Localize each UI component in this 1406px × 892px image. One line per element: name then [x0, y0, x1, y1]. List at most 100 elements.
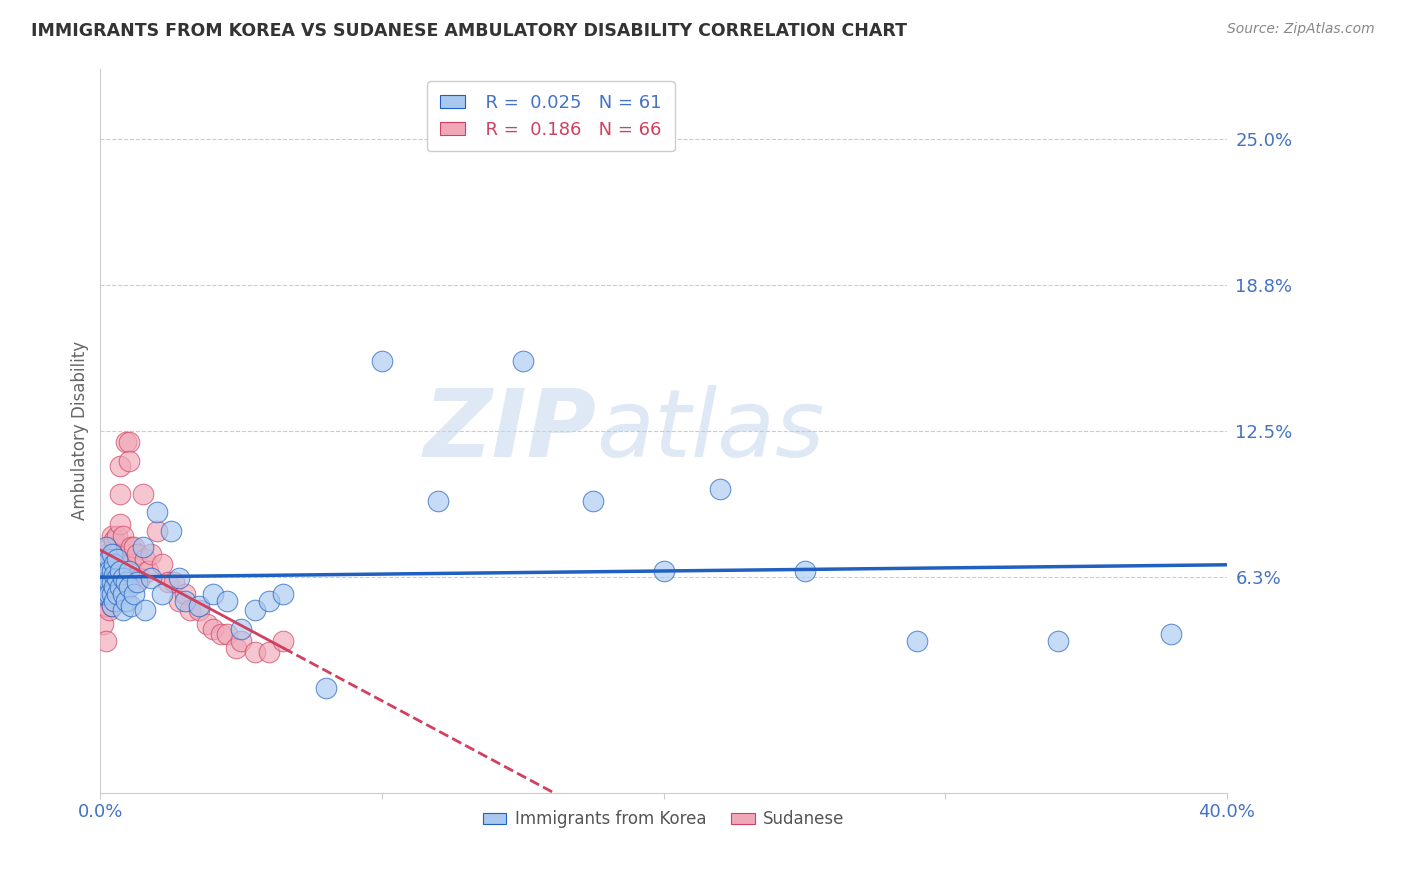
- Text: atlas: atlas: [596, 385, 824, 476]
- Point: [167, 571, 190, 585]
- Point: [117, 571, 139, 585]
- Point: [245, 603, 267, 617]
- Point: [173, 587, 195, 601]
- Point: [120, 557, 142, 571]
- Point: [136, 564, 159, 578]
- Point: [111, 580, 134, 594]
- Point: [103, 552, 125, 566]
- Point: [97, 603, 120, 617]
- Point: [114, 575, 136, 590]
- Point: [100, 599, 122, 613]
- Point: [108, 458, 131, 473]
- Point: [905, 633, 928, 648]
- Point: [111, 529, 134, 543]
- Point: [94, 580, 117, 594]
- Point: [97, 587, 120, 601]
- Point: [105, 529, 128, 543]
- Point: [91, 557, 114, 571]
- Point: [108, 580, 131, 594]
- Point: [117, 435, 139, 450]
- Point: [114, 557, 136, 571]
- Point: [122, 587, 145, 601]
- Point: [162, 575, 184, 590]
- Point: [97, 575, 120, 590]
- Point: [195, 617, 218, 632]
- Point: [1046, 633, 1069, 648]
- Point: [131, 486, 153, 500]
- Point: [100, 529, 122, 543]
- Point: [117, 564, 139, 578]
- Point: [91, 587, 114, 601]
- Point: [94, 599, 117, 613]
- Point: [125, 548, 148, 562]
- Point: [97, 541, 120, 555]
- Point: [259, 594, 281, 608]
- Point: [128, 571, 150, 585]
- Point: [139, 548, 162, 562]
- Point: [97, 557, 120, 571]
- Point: [111, 571, 134, 585]
- Point: [217, 594, 239, 608]
- Point: [103, 533, 125, 548]
- Legend: Immigrants from Korea, Sudanese: Immigrants from Korea, Sudanese: [477, 804, 851, 835]
- Point: [97, 564, 120, 578]
- Point: [97, 587, 120, 601]
- Point: [231, 622, 253, 636]
- Point: [150, 557, 173, 571]
- Point: [202, 622, 225, 636]
- Point: [105, 571, 128, 585]
- Point: [97, 552, 120, 566]
- Point: [94, 548, 117, 562]
- Point: [131, 541, 153, 555]
- Point: [120, 541, 142, 555]
- Point: [217, 627, 239, 641]
- Point: [512, 353, 534, 368]
- Point: [94, 564, 117, 578]
- Point: [582, 493, 605, 508]
- Point: [173, 594, 195, 608]
- Point: [103, 568, 125, 582]
- Point: [105, 548, 128, 562]
- Point: [100, 548, 122, 562]
- Point: [231, 633, 253, 648]
- Point: [103, 557, 125, 571]
- Point: [94, 587, 117, 601]
- Point: [100, 564, 122, 578]
- Point: [111, 552, 134, 566]
- Point: [108, 564, 131, 578]
- Point: [91, 587, 114, 601]
- Text: Source: ZipAtlas.com: Source: ZipAtlas.com: [1227, 22, 1375, 37]
- Point: [94, 575, 117, 590]
- Point: [108, 486, 131, 500]
- Point: [94, 541, 117, 555]
- Point: [159, 524, 181, 538]
- Point: [111, 587, 134, 601]
- Point: [114, 435, 136, 450]
- Point: [371, 353, 394, 368]
- Text: ZIP: ZIP: [423, 384, 596, 476]
- Point: [245, 646, 267, 660]
- Point: [91, 557, 114, 571]
- Point: [150, 587, 173, 601]
- Point: [139, 571, 162, 585]
- Point: [97, 571, 120, 585]
- Point: [100, 580, 122, 594]
- Point: [122, 571, 145, 585]
- Point: [105, 571, 128, 585]
- Point: [259, 646, 281, 660]
- Point: [91, 571, 114, 585]
- Point: [134, 552, 156, 566]
- Point: [103, 587, 125, 601]
- Point: [94, 633, 117, 648]
- Point: [100, 575, 122, 590]
- Point: [120, 599, 142, 613]
- Point: [652, 564, 675, 578]
- Point: [179, 603, 201, 617]
- Point: [211, 627, 233, 641]
- Point: [225, 640, 247, 655]
- Point: [100, 587, 122, 601]
- Point: [187, 599, 209, 613]
- Point: [125, 575, 148, 590]
- Point: [793, 564, 815, 578]
- Point: [273, 633, 295, 648]
